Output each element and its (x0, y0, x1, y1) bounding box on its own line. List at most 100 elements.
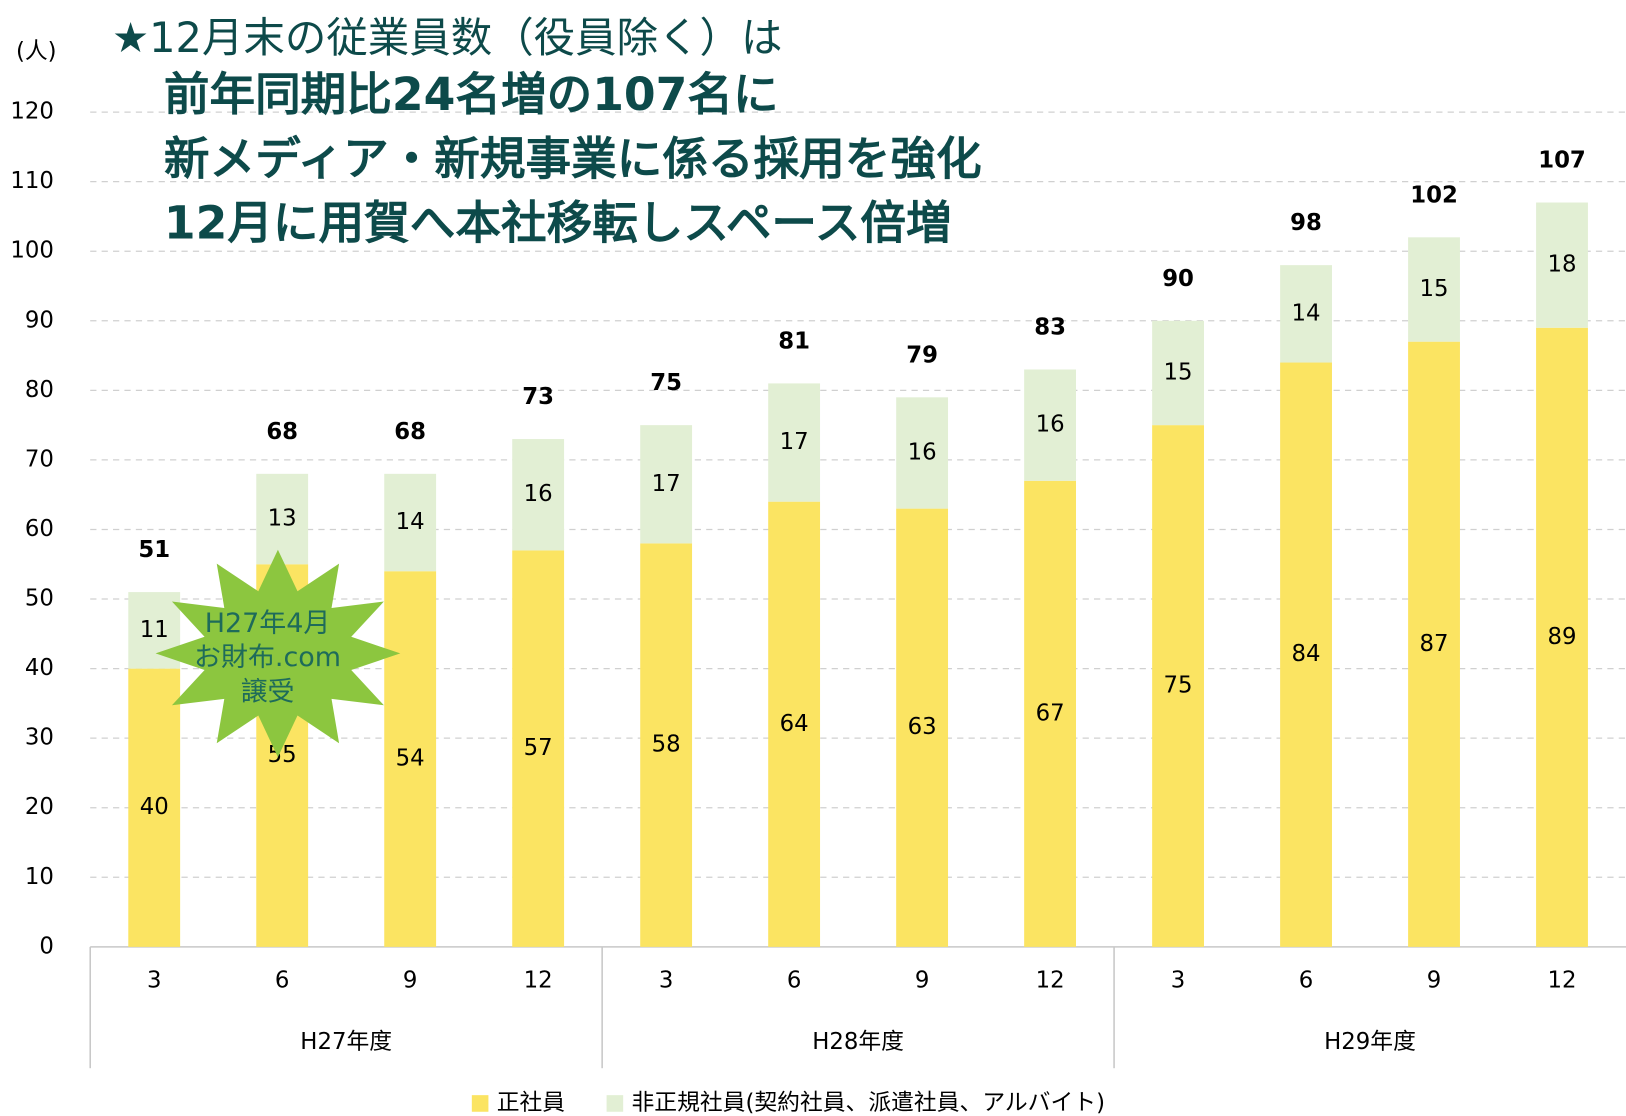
bar-segment (1280, 362, 1332, 947)
data-label: 75 (1164, 673, 1193, 699)
bar-segment (896, 508, 949, 947)
bar-segment (640, 425, 693, 544)
legend-label: 正社員 (497, 1090, 565, 1116)
group-label: H27年度 (300, 1029, 392, 1055)
data-label: 64 (780, 711, 809, 737)
annotation-text: H27年4月 (205, 608, 331, 639)
total-label: 81 (778, 328, 810, 354)
total-label: 102 (1410, 182, 1458, 208)
data-label: 16 (1036, 412, 1065, 438)
subtitle-line: 前年同期比24名増の107名に (164, 68, 779, 121)
bar-segment (1536, 202, 1588, 328)
plot-area: 0 10 20 30 40 50 60 70 80 90 100 110 120 H27年度 H28年度 H2… (10, 99, 1626, 1116)
data-label: 54 (396, 746, 425, 772)
y-tick-label: 10 (25, 864, 54, 890)
data-label: 15 (1420, 276, 1449, 302)
x-tick-label: 12 (524, 968, 553, 994)
total-label: 90 (1162, 266, 1194, 292)
y-tick-label: 20 (25, 794, 54, 820)
data-label: 67 (1036, 700, 1065, 726)
y-tick-label: 60 (25, 516, 54, 542)
y-tick-label: 70 (25, 446, 54, 472)
data-label: 57 (524, 735, 553, 761)
data-label: 11 (140, 617, 169, 643)
data-label: 16 (524, 481, 553, 507)
x-tick-label: 9 (403, 968, 418, 994)
bar-segment (128, 668, 181, 947)
x-tick-label: 3 (147, 968, 162, 994)
annotation-text: 譲受 (241, 676, 295, 707)
data-label: 40 (140, 794, 169, 820)
subtitle-line: 新メディア・新規事業に係る採用を強化 (164, 132, 982, 185)
y-tick-label: 40 (25, 655, 54, 681)
y-tick-label: 90 (25, 307, 54, 333)
data-label: 15 (1164, 359, 1193, 385)
bar-segment (1280, 265, 1332, 363)
data-label: 14 (1292, 300, 1321, 326)
data-label: 18 (1548, 252, 1577, 278)
data-label: 84 (1292, 641, 1321, 667)
bar-segment (384, 473, 437, 572)
total-label: 98 (1290, 210, 1322, 236)
data-label: 87 (1420, 631, 1449, 657)
y-tick-label: 100 (10, 238, 54, 264)
x-tick-label: 6 (787, 968, 802, 994)
bar-segment (896, 397, 949, 509)
total-label: 107 (1538, 148, 1586, 174)
y-tick-label: 0 (39, 933, 54, 959)
total-label: 73 (522, 384, 554, 410)
bar-segment (1408, 341, 1460, 947)
legend-swatch (471, 1095, 489, 1112)
legend-label: 非正規社員(契約社員、派遣社員、アルバイト) (631, 1090, 1105, 1116)
y-tick-label: 120 (10, 99, 54, 125)
total-label: 83 (1034, 315, 1066, 341)
subtitle-line: 12月に用賀へ本社移転しスペース倍増 (164, 197, 952, 250)
x-tick-label: 9 (915, 968, 930, 994)
bar-segment (1024, 480, 1077, 947)
starburst (155, 549, 401, 758)
data-label: 14 (396, 509, 425, 535)
data-label: 58 (652, 732, 681, 758)
total-label: 68 (266, 419, 298, 445)
x-tick-label: 3 (659, 968, 674, 994)
legend-swatch (606, 1095, 624, 1112)
chart-title: ★12月末の従業員数（役員除く）は (112, 14, 783, 62)
bar-segment (640, 543, 693, 947)
total-label: 68 (394, 419, 426, 445)
data-label: 89 (1548, 624, 1577, 650)
y-tick-label: 80 (25, 377, 54, 403)
bar-segment (1536, 327, 1588, 947)
y-axis-unit: (人) (16, 38, 57, 64)
bar-segment (512, 439, 565, 551)
bar-segment (256, 473, 309, 565)
x-tick-label: 9 (1427, 968, 1442, 994)
total-label: 79 (906, 342, 938, 368)
bar-segment (1024, 369, 1077, 481)
bar-segment (1408, 237, 1460, 342)
bar-segment (384, 571, 437, 947)
annotation-text: お財布.com (194, 642, 341, 673)
group-label: H28年度 (812, 1029, 904, 1055)
data-label: 17 (780, 429, 809, 455)
x-tick-label: 12 (1548, 968, 1577, 994)
data-label: 17 (652, 471, 681, 497)
data-label: 13 (268, 506, 297, 532)
bar-segment (512, 550, 565, 947)
bar-segment (1152, 425, 1204, 947)
data-label: 16 (908, 439, 937, 465)
y-tick-label: 110 (10, 168, 54, 194)
group-label: H29年度 (1324, 1029, 1416, 1055)
bar-segment (768, 383, 821, 502)
data-label: 63 (908, 714, 937, 740)
bar-segment (1152, 320, 1204, 426)
total-label: 75 (650, 370, 682, 396)
x-tick-label: 6 (275, 968, 290, 994)
x-tick-label: 6 (1299, 968, 1314, 994)
y-tick-label: 50 (25, 586, 54, 612)
y-tick-label: 30 (25, 725, 54, 751)
x-tick-label: 3 (1171, 968, 1186, 994)
x-tick-label: 12 (1036, 968, 1065, 994)
total-label: 51 (138, 537, 170, 563)
bar-segment (768, 501, 821, 947)
